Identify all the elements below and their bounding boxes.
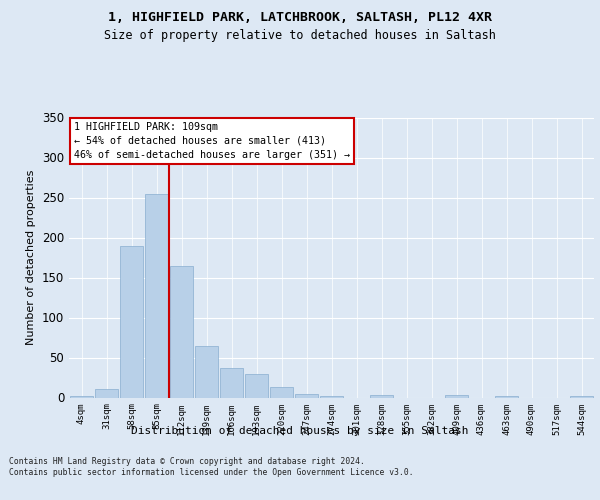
Text: Contains HM Land Registry data © Crown copyright and database right 2024.
Contai: Contains HM Land Registry data © Crown c… (9, 458, 413, 477)
Bar (445, 395, 468, 398)
Bar (370, 395, 393, 398)
Text: Distribution of detached houses by size in Saltash: Distribution of detached houses by size … (131, 426, 469, 436)
Y-axis label: Number of detached properties: Number of detached properties (26, 170, 37, 345)
Bar (220, 368, 243, 398)
Text: Size of property relative to detached houses in Saltash: Size of property relative to detached ho… (104, 29, 496, 42)
Bar (570, 396, 593, 398)
Bar (245, 374, 268, 398)
Bar (145, 194, 168, 398)
Bar (295, 394, 318, 398)
Text: 1, HIGHFIELD PARK, LATCHBROOK, SALTASH, PL12 4XR: 1, HIGHFIELD PARK, LATCHBROOK, SALTASH, … (108, 11, 492, 24)
Text: 1 HIGHFIELD PARK: 109sqm
← 54% of detached houses are smaller (413)
46% of semi-: 1 HIGHFIELD PARK: 109sqm ← 54% of detach… (74, 122, 350, 160)
Bar (320, 396, 343, 398)
Bar (95, 388, 118, 398)
Bar (270, 387, 293, 398)
Bar (195, 346, 218, 398)
Bar (120, 246, 143, 398)
Bar (170, 266, 193, 398)
Bar (495, 396, 518, 398)
Bar (70, 396, 93, 398)
